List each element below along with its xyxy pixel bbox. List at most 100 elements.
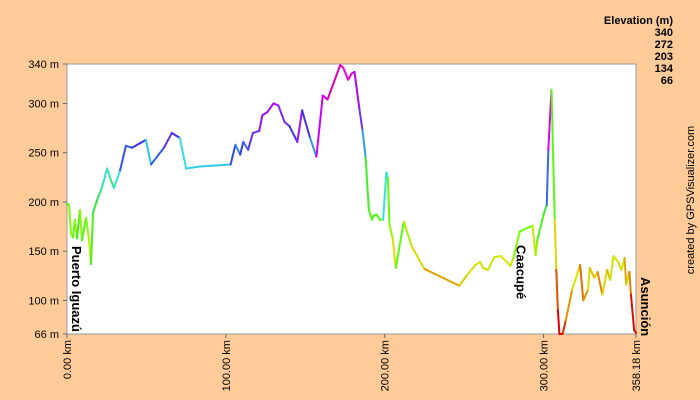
profile-segment bbox=[144, 138, 153, 166]
y-tick-label: 250 m bbox=[28, 148, 59, 160]
profile-segment bbox=[229, 143, 237, 166]
x-tick-label: 200.00 km bbox=[380, 340, 392, 391]
profile-segment bbox=[612, 255, 620, 264]
profile-segment bbox=[564, 288, 574, 322]
profile-segment bbox=[423, 267, 461, 287]
profile-segment bbox=[588, 266, 596, 279]
profile-segment bbox=[242, 140, 250, 151]
profile-segment bbox=[150, 146, 165, 166]
profile-segment bbox=[555, 268, 559, 312]
profile-segment bbox=[364, 156, 370, 211]
profile-segment bbox=[198, 163, 232, 168]
profile-segment bbox=[361, 129, 367, 159]
profile-segment bbox=[258, 114, 264, 133]
profile-segment bbox=[458, 273, 469, 287]
profile-segment bbox=[79, 208, 83, 242]
profile-segment bbox=[309, 136, 318, 158]
profile-segment bbox=[68, 203, 72, 235]
profile-segment bbox=[178, 136, 188, 170]
x-tick-label: 0.00 km bbox=[62, 340, 74, 379]
profile-segment bbox=[509, 257, 515, 268]
y-tick-label: 300 m bbox=[28, 98, 59, 110]
profile-segment bbox=[479, 261, 485, 269]
waypoint-label: Caacupé bbox=[513, 245, 528, 299]
y-tick-label: 100 m bbox=[28, 295, 59, 307]
profile-segment bbox=[609, 255, 615, 281]
profile-segment bbox=[251, 130, 261, 134]
profile-segment bbox=[185, 165, 201, 170]
profile-segment bbox=[162, 131, 173, 149]
credit: created by GPSVisualizer.com bbox=[685, 126, 697, 274]
profile-segment bbox=[301, 109, 312, 139]
profile-segment bbox=[512, 230, 521, 260]
profile-segment bbox=[531, 224, 537, 257]
profile-segment bbox=[234, 143, 242, 156]
profile-segment bbox=[391, 237, 397, 269]
profile-segment bbox=[170, 131, 181, 139]
profile-segment bbox=[358, 107, 364, 132]
legend-title: Elevation (m) bbox=[604, 15, 673, 27]
y-tick-label: 200 m bbox=[28, 197, 59, 209]
profile-segment bbox=[385, 171, 389, 180]
profile-segment bbox=[386, 177, 391, 226]
profile-segment bbox=[288, 125, 299, 143]
profile-segment bbox=[499, 255, 509, 264]
profile-segment bbox=[534, 239, 539, 257]
profile-segment bbox=[629, 293, 636, 332]
legend-value: 66 bbox=[661, 75, 673, 87]
profile-segment bbox=[353, 70, 361, 110]
profile-segment bbox=[247, 131, 254, 151]
profile-segment bbox=[545, 148, 550, 206]
profile-segment bbox=[283, 121, 291, 128]
x-tick-label: 100.00 km bbox=[221, 340, 233, 391]
plot-area bbox=[66, 63, 637, 335]
profile-segment bbox=[296, 109, 304, 143]
profile-segment bbox=[266, 102, 275, 114]
y-tick-label: 66 m bbox=[35, 329, 59, 341]
profile-segment bbox=[394, 220, 405, 269]
profile-segment bbox=[596, 270, 604, 296]
profile-segment bbox=[556, 309, 561, 335]
x-tick-label: 358.18 km bbox=[631, 340, 643, 391]
waypoint-label: Puerto Iguazú bbox=[69, 246, 84, 332]
profile-segment bbox=[367, 208, 374, 221]
profile-segment bbox=[85, 216, 89, 233]
profile-segment bbox=[587, 266, 591, 291]
profile-segment bbox=[99, 179, 106, 192]
profile-segment bbox=[628, 270, 632, 296]
profile-segment bbox=[326, 63, 342, 101]
profile-segment bbox=[342, 66, 350, 81]
profile-segment bbox=[410, 245, 426, 270]
profile-segment bbox=[553, 218, 558, 271]
profile-segment bbox=[103, 167, 109, 182]
profile-segment bbox=[466, 264, 477, 276]
profile-segment bbox=[601, 268, 609, 296]
legend-value: 203 bbox=[655, 51, 673, 63]
profile-segment bbox=[582, 288, 590, 302]
profile-segment bbox=[86, 230, 92, 252]
profile-segment bbox=[518, 224, 534, 233]
waypoint-label: Asunción bbox=[638, 277, 653, 336]
profile-segment bbox=[486, 256, 496, 271]
profile-segment bbox=[382, 171, 388, 221]
profile-segment bbox=[80, 216, 88, 242]
legend-value: 134 bbox=[655, 63, 674, 75]
profile-segment bbox=[493, 255, 502, 259]
profile-segment bbox=[96, 189, 102, 201]
profile-segment bbox=[550, 88, 556, 221]
profile-segment bbox=[239, 140, 245, 156]
profile-segment bbox=[542, 203, 548, 216]
profile-segment bbox=[113, 169, 122, 190]
profile-segment bbox=[623, 257, 628, 286]
profile-segment bbox=[89, 211, 95, 266]
profile-segment bbox=[633, 329, 637, 335]
legend-value: 272 bbox=[655, 39, 673, 51]
profile-segment bbox=[124, 144, 133, 149]
profile-segment bbox=[561, 319, 567, 335]
x-tick-label: 300.00 km bbox=[539, 340, 551, 391]
legend-value: 340 bbox=[655, 27, 673, 39]
profile-segment bbox=[92, 198, 99, 214]
profile-segment bbox=[388, 223, 394, 240]
profile-segment bbox=[130, 138, 147, 149]
